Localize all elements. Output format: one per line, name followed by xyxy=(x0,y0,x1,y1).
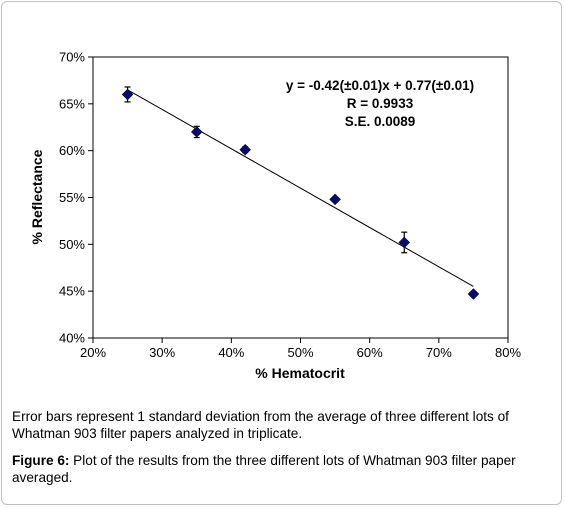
y-tick-label: 70% xyxy=(59,50,85,65)
figure-caption: Figure 6: Plot of the results from the t… xyxy=(12,452,552,486)
error-bar-note: Error bars represent 1 standard deviatio… xyxy=(12,409,509,441)
data-point xyxy=(190,126,203,138)
y-tick-label: 40% xyxy=(59,331,85,346)
scatter-chart: 40% 45% 50% 55% 60% 65% 70% 20% 30% 40% 50% 60% 70%… xyxy=(29,50,521,382)
annotation-equation: y = -0.42(±0.01)x + 0.77(±0.01) xyxy=(286,78,474,93)
y-axis-label: % Reflectance xyxy=(29,149,45,244)
data-point xyxy=(121,88,134,101)
annotation-se: S.E. 0.0089 xyxy=(345,114,416,129)
data-points xyxy=(121,86,480,300)
x-axis: 20% 30% 40% 50% 60% 70% 80% xyxy=(80,338,521,360)
x-tick-label: 50% xyxy=(287,345,313,360)
figure-label: Figure 6: xyxy=(12,453,70,468)
y-tick-label: 45% xyxy=(59,284,85,299)
data-point xyxy=(398,236,411,249)
plot-area xyxy=(92,56,509,339)
figure-caption-text: Plot of the results from the three diffe… xyxy=(12,453,516,485)
trendline xyxy=(127,89,474,287)
x-tick-label: 60% xyxy=(357,345,383,360)
data-point xyxy=(239,143,252,156)
x-tick-label: 20% xyxy=(80,345,106,360)
y-axis: 40% 45% 50% 55% 60% 65% 70% xyxy=(59,50,93,346)
y-tick-label: 55% xyxy=(59,190,85,205)
data-point xyxy=(467,288,480,300)
x-tick-label: 70% xyxy=(426,345,452,360)
x-tick-label: 40% xyxy=(218,345,244,360)
y-tick-label: 50% xyxy=(59,237,85,252)
annotation-r: R = 0.9933 xyxy=(347,96,414,111)
y-tick-label: 65% xyxy=(59,96,85,111)
x-tick-label: 30% xyxy=(149,345,175,360)
x-axis-label: % Hematocrit xyxy=(255,365,345,381)
x-tick-label: 80% xyxy=(495,345,521,360)
data-point xyxy=(329,193,341,206)
y-tick-label: 60% xyxy=(59,143,85,158)
